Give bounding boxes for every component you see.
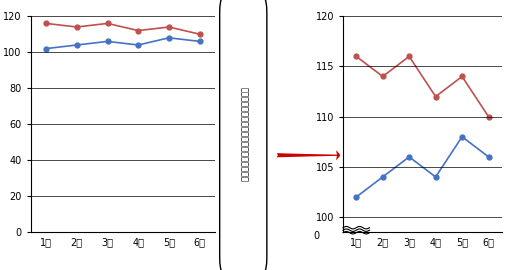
Text: 0: 0: [313, 231, 319, 241]
FancyBboxPatch shape: [220, 0, 267, 270]
Text: とちゅうを、ようやくして目もりを広げる: とちゅうを、ようやくして目もりを広げる: [239, 87, 248, 183]
